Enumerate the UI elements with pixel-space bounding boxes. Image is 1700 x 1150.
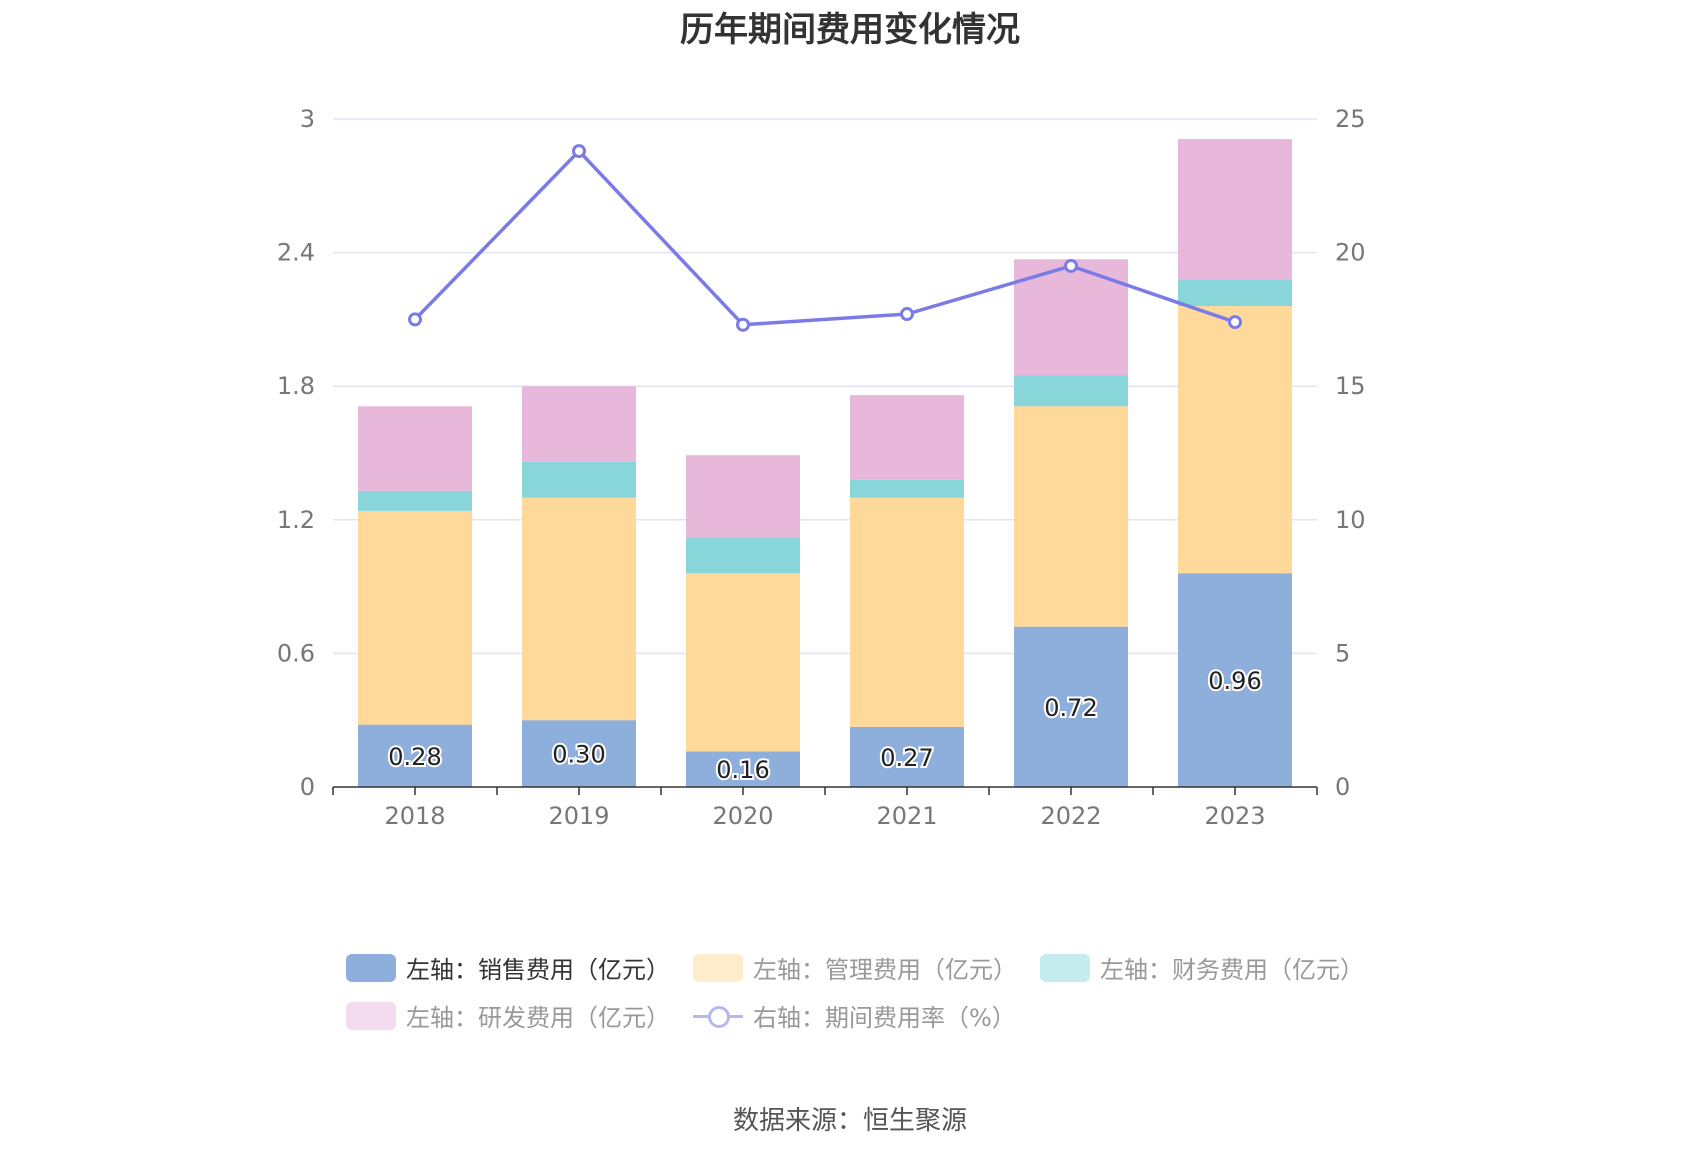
rate-line-point: [572, 144, 586, 159]
rate-line-point: [900, 307, 914, 322]
bar-segment: [522, 386, 636, 462]
x-axis-tick-label: 2019: [548, 802, 609, 830]
bar-segment: [686, 751, 800, 787]
right-axis-tick-label: 10: [1335, 506, 1366, 534]
bar-data-labels: 0.28 0.30 0.16 0.27 0.72 0.96: [386, 665, 1263, 786]
left-axis-tick-label: 3: [300, 105, 315, 133]
bar-segment: [358, 406, 472, 491]
legend-item[interactable]: 左轴：管理费用（亿元）: [693, 950, 1017, 985]
left-axis-tick-label: 0.6: [277, 639, 315, 667]
x-axis-tick-label: 2021: [876, 802, 937, 830]
right-axis-tick-label: 15: [1335, 372, 1366, 400]
right-axis-tick-label: 0: [1335, 773, 1350, 801]
bar-segment: [358, 510, 472, 725]
x-axis-tick-label: 2018: [384, 802, 445, 830]
legend-swatch: [346, 953, 396, 982]
legend-label: 左轴：管理费用（亿元）: [753, 956, 1017, 984]
legend-swatch: [693, 953, 743, 982]
rate-line: [408, 144, 1242, 332]
x-axis-tick-label: 2020: [712, 802, 773, 830]
bar-segment: [686, 455, 800, 538]
rate-line-point: [1228, 315, 1242, 330]
bar-segment: [686, 573, 800, 752]
left-axis-ticks: 0 0.6 1.2 1.8 2.4 3: [277, 105, 315, 801]
bar-group: [358, 139, 1292, 787]
bar-segment: [1178, 573, 1292, 787]
bar-segment: [686, 537, 800, 574]
bar-segment: [1014, 626, 1128, 787]
bar-segment: [522, 461, 636, 498]
x-axis-tick-label: 2023: [1204, 802, 1265, 830]
legend-item[interactable]: 右轴：期间费用率（%）: [693, 998, 1016, 1033]
bar-segment: [358, 724, 472, 787]
bar-segment: [1178, 139, 1292, 280]
bar-data-label: 0.27: [880, 744, 933, 772]
bar-data-label: 0.96: [1208, 667, 1261, 695]
x-axis-tick-label: 2022: [1040, 802, 1101, 830]
bar-segment: [1178, 279, 1292, 307]
legend-label: 左轴：销售费用（亿元）: [406, 956, 670, 984]
right-axis-tick-label: 20: [1335, 239, 1366, 267]
bar-data-label: 0.16: [716, 756, 769, 784]
rate-line-point: [736, 317, 750, 332]
left-axis-tick-label: 1.8: [277, 372, 315, 400]
grid-lines: [333, 118, 1317, 655]
legend-label: 左轴：财务费用（亿元）: [1100, 956, 1364, 984]
bar-segment: [850, 726, 964, 787]
bar-segment: [1178, 306, 1292, 574]
bar-segment: [1014, 375, 1128, 407]
bar-segment: [358, 490, 472, 511]
bar-segment: [1014, 406, 1128, 627]
legend-label: 右轴：期间费用率（%）: [753, 1004, 1016, 1032]
legend-swatch: [346, 1001, 396, 1030]
x-axis: 2018 2019 2020 2021 2022 2023: [332, 786, 1318, 830]
rate-line-point: [408, 312, 422, 327]
bar-segment: [850, 479, 964, 498]
bar-segment: [850, 497, 964, 727]
bar-segment: [522, 497, 636, 721]
legend-label: 左轴：研发费用（亿元）: [406, 1004, 670, 1032]
left-axis-tick-label: 0: [300, 773, 315, 801]
rate-line-point: [1064, 258, 1078, 273]
left-axis-tick-label: 1.2: [277, 506, 315, 534]
bar-data-label: 0.72: [1044, 694, 1097, 722]
bar-data-label: 0.28: [388, 743, 441, 771]
rate-line-path: [413, 148, 1236, 327]
legend-item[interactable]: 左轴：销售费用（亿元）: [346, 950, 670, 985]
bar-segment: [850, 395, 964, 480]
right-axis-tick-label: 5: [1335, 639, 1350, 667]
legend-swatch: [693, 1002, 743, 1030]
legend-swatch: [1040, 953, 1090, 982]
chart-title: 历年期间费用变化情况: [680, 10, 1020, 50]
right-axis-ticks: 0 5 10 15 20 25: [1335, 105, 1366, 801]
bar-segment: [522, 720, 636, 787]
right-axis-tick-label: 25: [1335, 105, 1366, 133]
data-source: 数据来源：恒生聚源: [732, 1106, 967, 1136]
bar-data-label: 0.30: [552, 741, 605, 769]
legend-item[interactable]: 左轴：财务费用（亿元）: [1040, 950, 1364, 985]
left-axis-tick-label: 2.4: [277, 239, 315, 267]
legend-item[interactable]: 左轴：研发费用（亿元）: [346, 998, 670, 1033]
